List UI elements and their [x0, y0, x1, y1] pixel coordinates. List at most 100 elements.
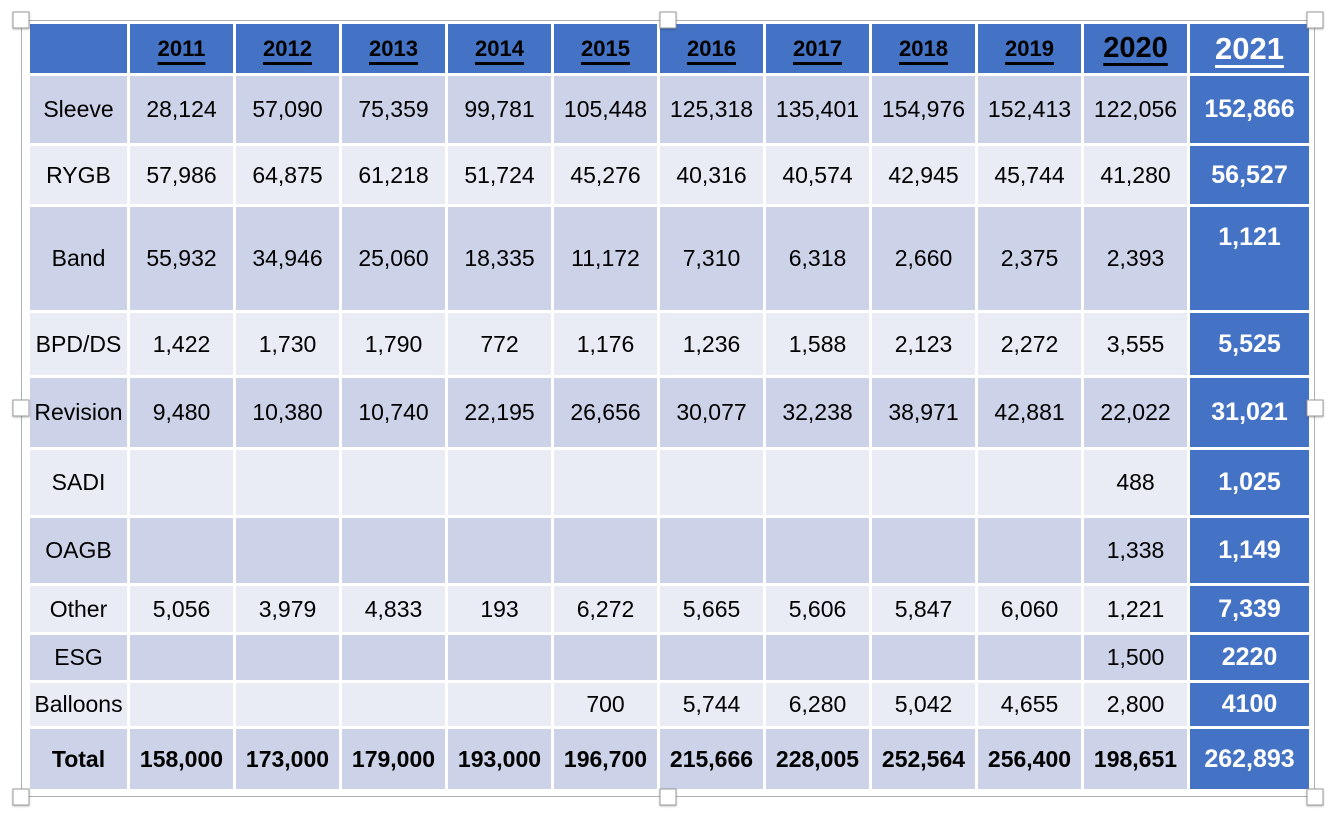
cell-2016[interactable]	[657, 515, 766, 586]
cell-2020[interactable]: 122,056	[1081, 73, 1190, 146]
year-header-2016[interactable]: 2016	[657, 21, 766, 76]
cell-2012[interactable]	[233, 680, 342, 729]
cell-2016[interactable]: 215,666	[657, 726, 766, 792]
cell-2018[interactable]: 38,971	[869, 375, 978, 450]
cell-2012[interactable]: 34,946	[233, 204, 342, 313]
cell-2011[interactable]: 5,056	[127, 583, 236, 635]
cell-2016[interactable]	[657, 632, 766, 683]
selection-handle-top-right[interactable]	[1306, 11, 1324, 29]
cell-2015[interactable]	[551, 447, 660, 518]
cell-2017[interactable]	[763, 632, 872, 683]
cell-2018[interactable]: 42,945	[869, 143, 978, 207]
row-label[interactable]: OAGB	[27, 515, 130, 586]
cell-2017[interactable]: 228,005	[763, 726, 872, 792]
cell-2014[interactable]: 99,781	[445, 73, 554, 146]
cell-2015[interactable]: 1,176	[551, 310, 660, 378]
cell-2014[interactable]	[445, 632, 554, 683]
cell-2015[interactable]: 26,656	[551, 375, 660, 450]
cell-2021[interactable]: 4100	[1187, 680, 1312, 729]
cell-2015[interactable]	[551, 515, 660, 586]
cell-2013[interactable]	[339, 447, 448, 518]
year-header-2020[interactable]: 2020	[1081, 21, 1190, 76]
cell-2018[interactable]: 2,660	[869, 204, 978, 313]
cell-2015[interactable]: 11,172	[551, 204, 660, 313]
cell-2012[interactable]: 1,730	[233, 310, 342, 378]
cell-2011[interactable]: 9,480	[127, 375, 236, 450]
year-header-2013[interactable]: 2013	[339, 21, 448, 76]
cell-2012[interactable]: 57,090	[233, 73, 342, 146]
cell-2014[interactable]: 193	[445, 583, 554, 635]
cell-2016[interactable]: 7,310	[657, 204, 766, 313]
row-label[interactable]: Total	[27, 726, 130, 792]
year-header-2019[interactable]: 2019	[975, 21, 1084, 76]
cell-2014[interactable]: 22,195	[445, 375, 554, 450]
cell-2017[interactable]: 32,238	[763, 375, 872, 450]
cell-2011[interactable]	[127, 680, 236, 729]
cell-2017[interactable]	[763, 447, 872, 518]
cell-2015[interactable]: 105,448	[551, 73, 660, 146]
year-header-2015[interactable]: 2015	[551, 21, 660, 76]
cell-2013[interactable]: 25,060	[339, 204, 448, 313]
cell-2015[interactable]: 700	[551, 680, 660, 729]
year-header-2014[interactable]: 2014	[445, 21, 554, 76]
selection-handle-middle-right[interactable]	[1306, 399, 1324, 417]
cell-2014[interactable]: 18,335	[445, 204, 554, 313]
cell-2017[interactable]	[763, 515, 872, 586]
corner-cell[interactable]	[27, 21, 130, 76]
cell-2014[interactable]: 772	[445, 310, 554, 378]
cell-2011[interactable]: 28,124	[127, 73, 236, 146]
cell-2019[interactable]: 6,060	[975, 583, 1084, 635]
cell-2011[interactable]: 1,422	[127, 310, 236, 378]
cell-2016[interactable]: 125,318	[657, 73, 766, 146]
cell-2021[interactable]: 56,527	[1187, 143, 1312, 207]
year-header-2011[interactable]: 2011	[127, 21, 236, 76]
cell-2014[interactable]: 193,000	[445, 726, 554, 792]
cell-2013[interactable]	[339, 632, 448, 683]
cell-2013[interactable]: 179,000	[339, 726, 448, 792]
cell-2018[interactable]: 154,976	[869, 73, 978, 146]
row-label[interactable]: SADI	[27, 447, 130, 518]
cell-2018[interactable]	[869, 447, 978, 518]
cell-2019[interactable]: 42,881	[975, 375, 1084, 450]
cell-2019[interactable]: 152,413	[975, 73, 1084, 146]
cell-2011[interactable]	[127, 515, 236, 586]
cell-2012[interactable]	[233, 632, 342, 683]
selection-handle-bottom-left[interactable]	[12, 788, 30, 806]
cell-2019[interactable]	[975, 515, 1084, 586]
cell-2014[interactable]: 51,724	[445, 143, 554, 207]
row-label[interactable]: RYGB	[27, 143, 130, 207]
cell-2015[interactable]: 45,276	[551, 143, 660, 207]
cell-2018[interactable]: 5,847	[869, 583, 978, 635]
cell-2011[interactable]: 158,000	[127, 726, 236, 792]
cell-2017[interactable]: 135,401	[763, 73, 872, 146]
cell-2013[interactable]: 4,833	[339, 583, 448, 635]
cell-2012[interactable]: 3,979	[233, 583, 342, 635]
cell-2016[interactable]: 1,236	[657, 310, 766, 378]
cell-2013[interactable]: 10,740	[339, 375, 448, 450]
cell-2014[interactable]	[445, 447, 554, 518]
cell-2016[interactable]: 30,077	[657, 375, 766, 450]
cell-2018[interactable]: 2,123	[869, 310, 978, 378]
cell-2020[interactable]: 2,800	[1081, 680, 1190, 729]
row-label[interactable]: Sleeve	[27, 73, 130, 146]
cell-2017[interactable]: 6,280	[763, 680, 872, 729]
selection-handle-top-left[interactable]	[12, 11, 30, 29]
cell-2021[interactable]: 1,025	[1187, 447, 1312, 518]
year-header-2017[interactable]: 2017	[763, 21, 872, 76]
cell-2012[interactable]: 173,000	[233, 726, 342, 792]
cell-2011[interactable]	[127, 632, 236, 683]
cell-2014[interactable]	[445, 515, 554, 586]
cell-2018[interactable]: 5,042	[869, 680, 978, 729]
cell-2017[interactable]: 5,606	[763, 583, 872, 635]
cell-2018[interactable]: 252,564	[869, 726, 978, 792]
cell-2020[interactable]: 1,221	[1081, 583, 1190, 635]
selection-handle-top-center[interactable]	[659, 11, 677, 29]
cell-2015[interactable]	[551, 632, 660, 683]
cell-2020[interactable]: 1,500	[1081, 632, 1190, 683]
cell-2012[interactable]: 10,380	[233, 375, 342, 450]
cell-2021[interactable]: 152,866	[1187, 73, 1312, 146]
cell-2020[interactable]: 22,022	[1081, 375, 1190, 450]
cell-2015[interactable]: 6,272	[551, 583, 660, 635]
cell-2011[interactable]: 57,986	[127, 143, 236, 207]
cell-2020[interactable]: 41,280	[1081, 143, 1190, 207]
